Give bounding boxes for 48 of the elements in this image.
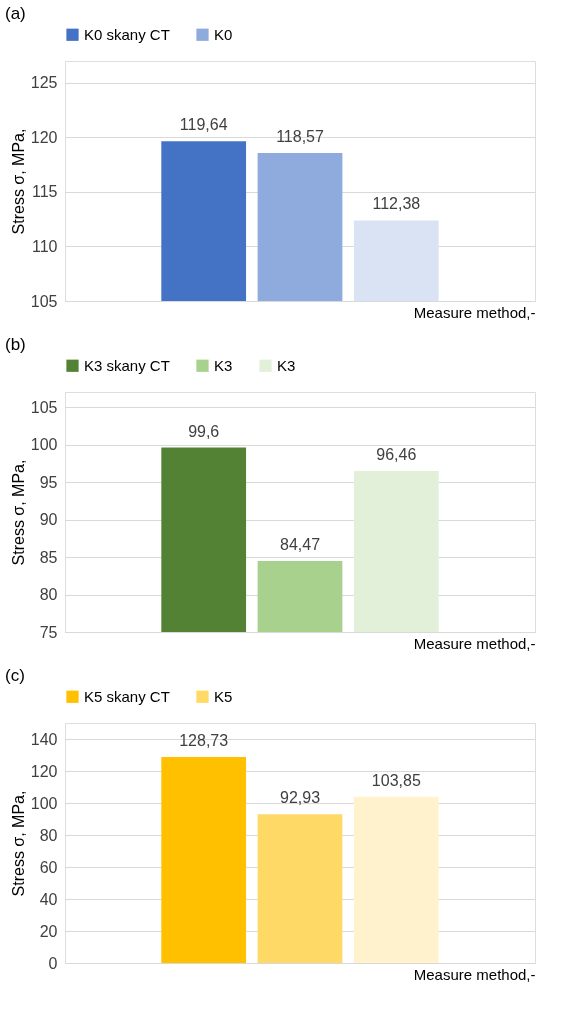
legend-label: K0 skany CT [84, 25, 170, 43]
data-label: 99,6 [188, 422, 220, 440]
y-tick-label: 105 [30, 292, 58, 310]
data-label: 119,64 [179, 116, 228, 134]
x-axis-title: Measure method,- [413, 303, 536, 321]
y-axis-title: Stress σ, MPa, [9, 459, 27, 566]
legend-label: K5 [214, 687, 233, 705]
legend-label: K5 skany CT [84, 687, 170, 705]
legend-label: K3 skany CT [84, 356, 170, 374]
y-tick-label: 120 [30, 128, 58, 146]
y-tick-label: 80 [39, 586, 58, 603]
legend-label: K3 [214, 356, 233, 374]
y-tick-label: 80 [39, 826, 58, 844]
x-axis-title: Measure method,- [413, 634, 536, 652]
y-axis-title: Stress σ, MPa, [9, 790, 27, 897]
y-tick-label: 95 [39, 473, 58, 491]
chart-title: (b) [5, 335, 26, 354]
bar [161, 757, 247, 963]
y-tick-label: 60 [39, 858, 58, 876]
data-label: 118,57 [276, 127, 324, 145]
data-label: 128,73 [179, 732, 229, 750]
data-label: 92,93 [279, 789, 321, 807]
y-tick-label: 100 [30, 436, 58, 453]
chart-title: (c) [5, 666, 25, 685]
y-tick-label: 75 [39, 623, 58, 641]
y-tick-label: 120 [30, 762, 58, 780]
y-axis-title: Stress σ, MPa, [9, 128, 27, 235]
y-tick-label: 90 [39, 511, 58, 528]
bar [353, 796, 439, 963]
data-label: 112,38 [372, 195, 421, 213]
y-tick-label: 85 [39, 548, 58, 566]
y-tick-label: 105 [30, 398, 58, 416]
y-tick-label: 100 [30, 794, 58, 812]
data-label: 103,85 [371, 771, 421, 789]
bar [257, 814, 343, 963]
legend-label: K0 [214, 25, 233, 43]
data-label: 84,47 [279, 535, 321, 553]
y-tick-label: 40 [39, 890, 58, 908]
y-tick-label: 125 [30, 74, 58, 92]
x-axis-title: Measure method,- [413, 965, 536, 983]
y-tick-label: 20 [39, 922, 58, 940]
y-tick-label: 110 [31, 237, 58, 255]
legend-label: K3 [277, 356, 296, 374]
y-tick-label: 0 [48, 954, 58, 972]
data-label: 96,46 [376, 446, 417, 464]
y-tick-label: 140 [30, 730, 58, 748]
chart-title: (a) [5, 4, 26, 23]
y-tick-label: 115 [31, 183, 58, 201]
